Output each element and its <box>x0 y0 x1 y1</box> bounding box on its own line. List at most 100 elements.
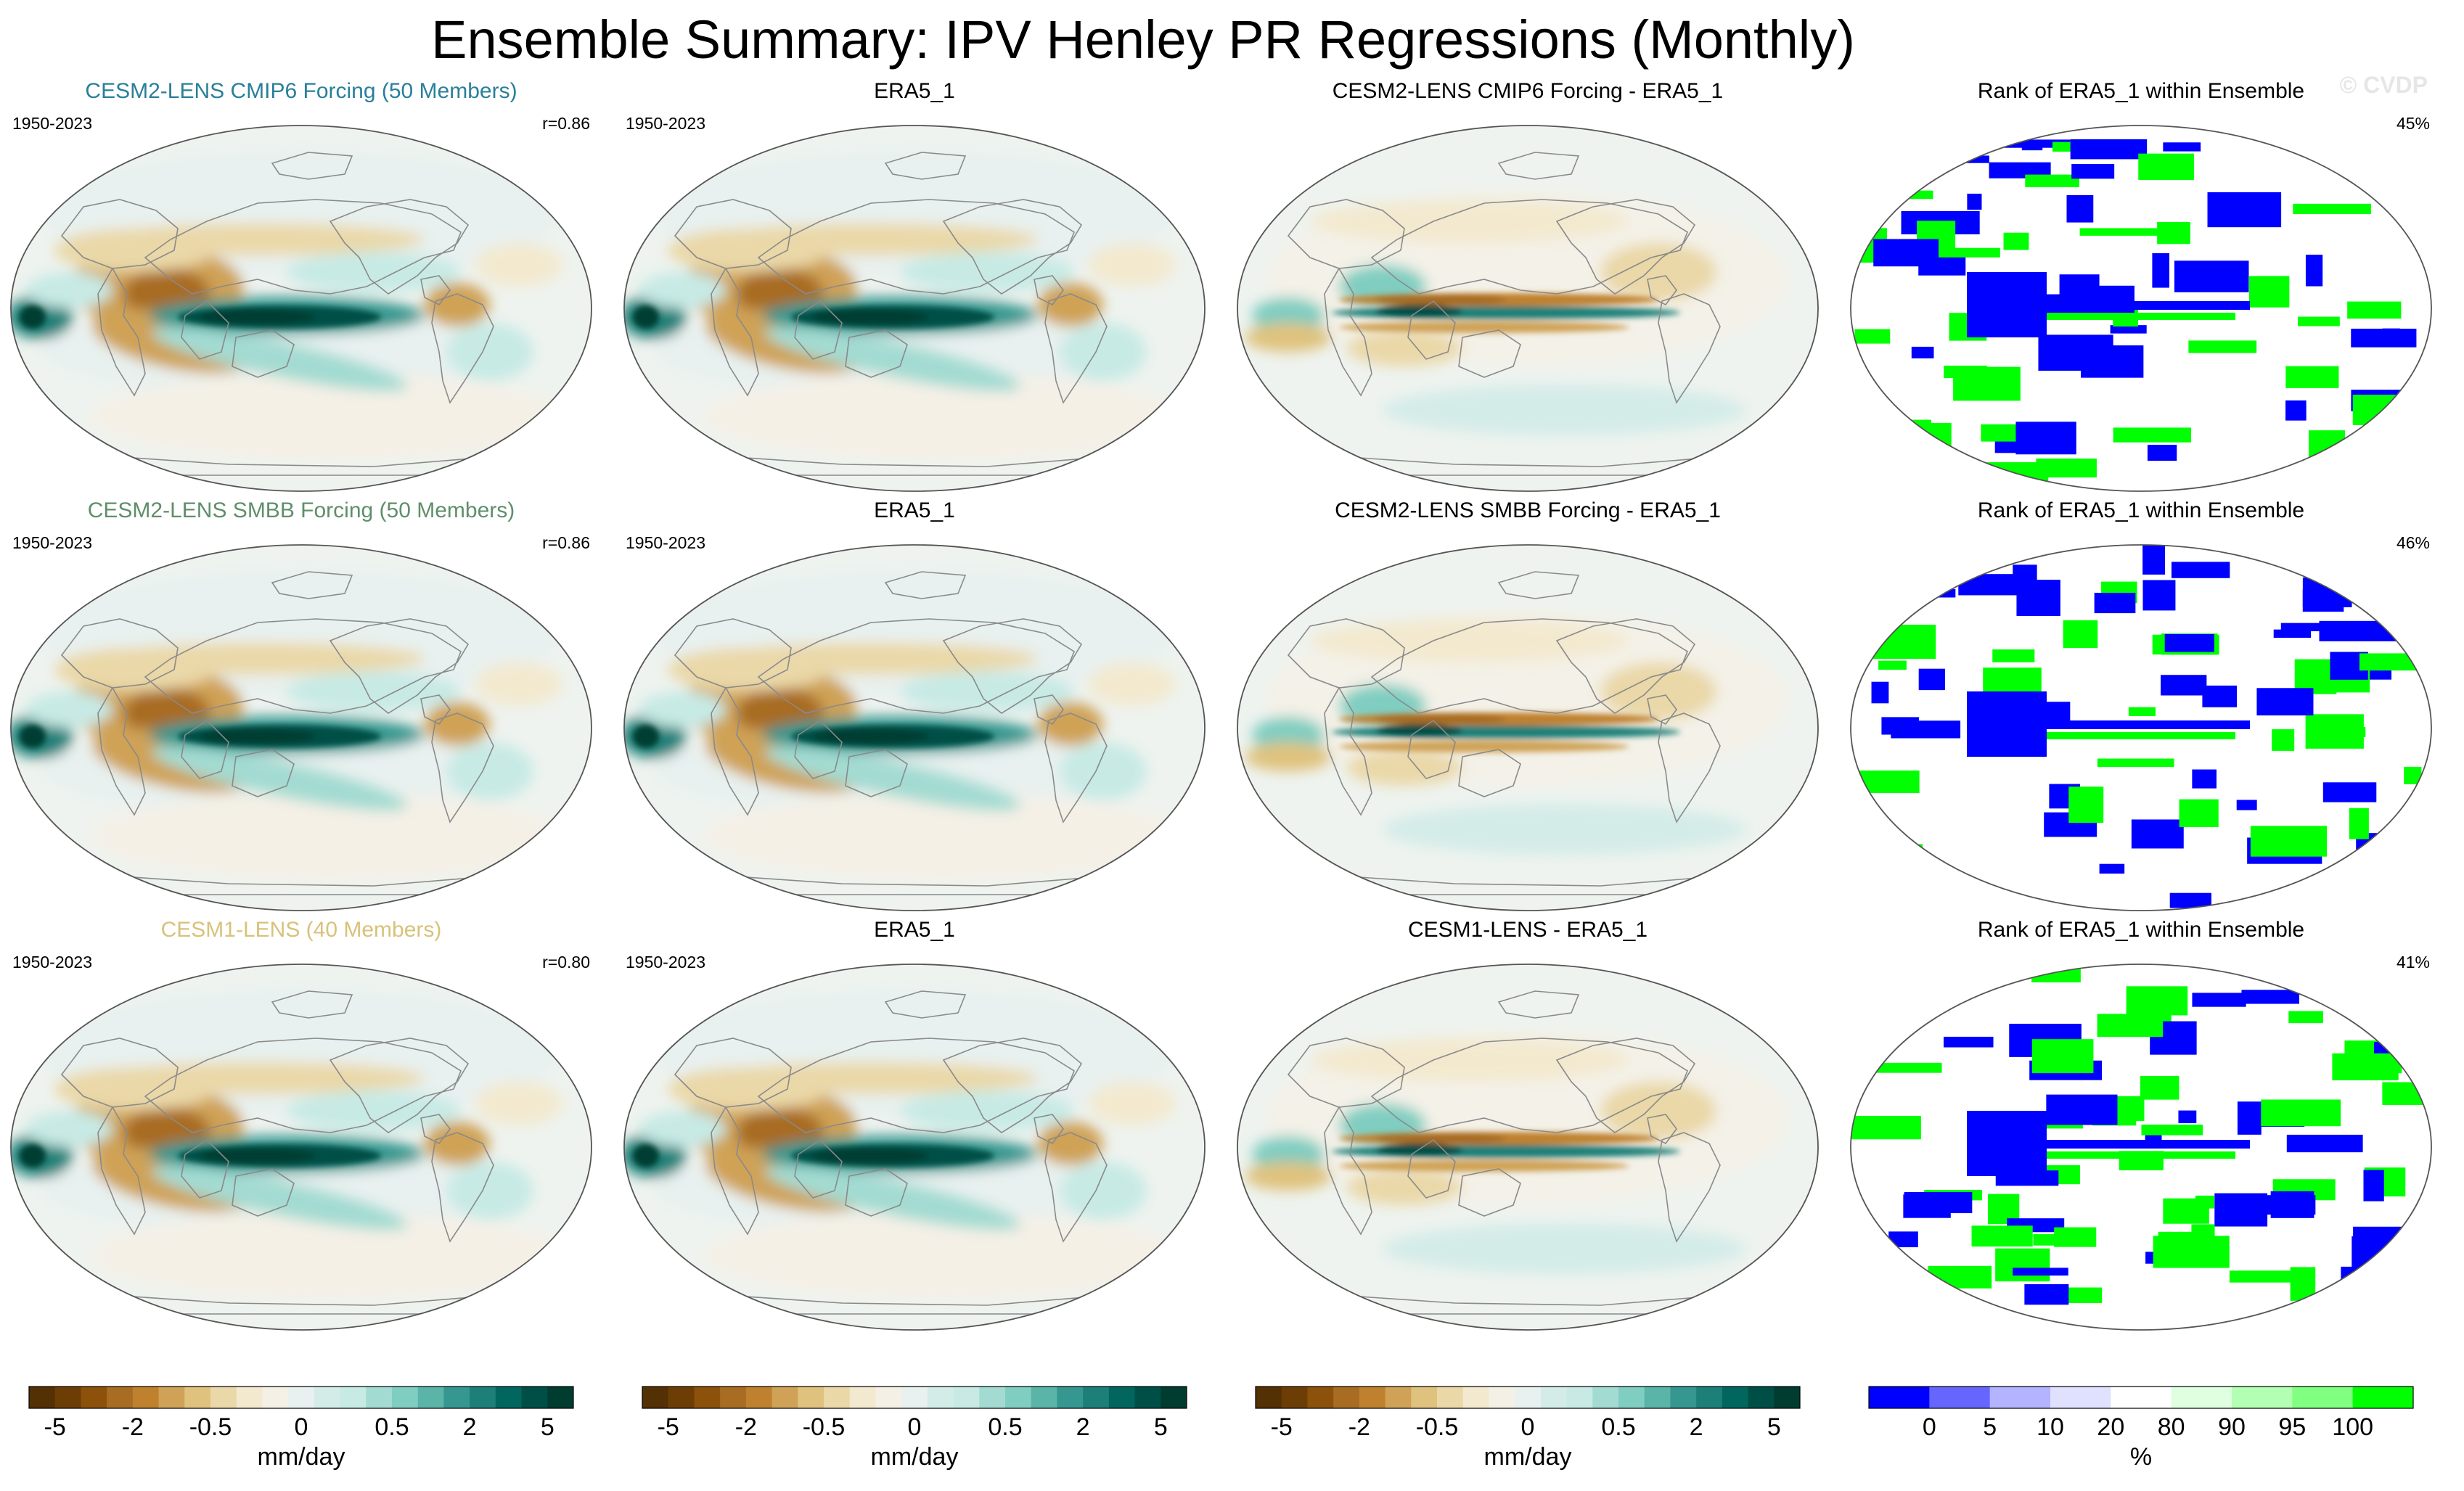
watermark: © CVDP <box>2340 72 2428 98</box>
colorbar-swatch <box>443 1387 470 1408</box>
colorbar-tick-label: 10 <box>2037 1413 2064 1441</box>
map-frame <box>10 964 592 1331</box>
diff-title: CESM2-LENS CMIP6 Forcing - ERA5_1 <box>1333 79 1724 103</box>
map-panel-r3-c4 <box>1850 964 2432 1331</box>
colorbar-row: -5 -2 -0.5 0 0.5 2 5 mm/day -5 -2 -0.5 0 0.5 2 5 mm/day… <box>28 1386 2414 1471</box>
diff-title: CESM2-LENS SMBB Forcing - ERA5_1 <box>1335 498 1721 522</box>
colorbar-swatch <box>2292 1387 2354 1408</box>
colorbar-swatch <box>1774 1387 1801 1408</box>
map-panel-r3-c3 <box>1237 964 1819 1331</box>
colorbar-swatch <box>417 1387 444 1408</box>
colorbar-units: mm/day <box>258 1443 345 1471</box>
rank-title: Rank of ERA5_1 within Ensemble <box>1978 498 2304 522</box>
colorbar-tick-label: 90 <box>2218 1413 2246 1441</box>
ensemble-title: CESM2-LENS SMBB Forcing (50 Members) <box>88 498 515 522</box>
colorbar-swatch <box>798 1387 824 1408</box>
colorbar-tick-label: 0.5 <box>374 1413 409 1441</box>
colorbar-3: -5 -2 -0.5 0 0.5 2 5 mm/day <box>1255 1386 1801 1471</box>
period-label: 1950-2023 <box>12 953 92 972</box>
colorbar-swatch <box>1108 1387 1136 1408</box>
map-frame <box>1850 964 2432 1331</box>
colorbar-swatch <box>340 1387 367 1408</box>
colorbar-swatch <box>1722 1387 1749 1408</box>
colorbar-swatch <box>668 1387 695 1408</box>
colorbar-swatch <box>132 1387 160 1408</box>
rank-percent: 41% <box>2397 953 2430 972</box>
colorbar-swatch <box>81 1387 107 1408</box>
obs-period-label: 1950-2023 <box>626 953 705 972</box>
colorbar-swatch <box>288 1387 315 1408</box>
colorbar-swatch <box>1540 1387 1568 1408</box>
colorbar-swatch <box>2111 1387 2172 1408</box>
map-panel-r1-c3 <box>1237 125 1819 492</box>
map-frame <box>623 544 1206 911</box>
colorbar-swatch <box>54 1387 81 1408</box>
map-frame <box>1237 964 1819 1331</box>
colorbar-tick-label: 80 <box>2158 1413 2185 1441</box>
colorbar-swatch <box>1333 1387 1360 1408</box>
colorbar-swatch <box>694 1387 721 1408</box>
colorbar-swatch <box>901 1387 928 1408</box>
pattern-correlation: r=0.80 <box>542 953 590 972</box>
colorbar-swatch <box>1989 1387 2051 1408</box>
obs-period-label: 1950-2023 <box>626 533 705 552</box>
colorbar-tick-label: 95 <box>2278 1413 2306 1441</box>
obs-title: ERA5_1 <box>874 79 955 103</box>
map-panel-r2-c4 <box>1850 544 2432 911</box>
colorbar-4: 0 5 10 20 80 90 95 100% <box>1868 1386 2414 1471</box>
colorbar-tick-label: 0.5 <box>988 1413 1022 1441</box>
colorbar-swatch <box>1644 1387 1671 1408</box>
map-frame <box>10 544 592 911</box>
colorbar-swatch <box>1281 1387 1308 1408</box>
obs-title: ERA5_1 <box>874 498 955 522</box>
map-panel-r2-c3 <box>1237 544 1819 911</box>
colorbar-tick-label: 0 <box>295 1413 308 1441</box>
rank-title: Rank of ERA5_1 within Ensemble <box>1978 918 2304 942</box>
colorbar-tick-label: -2 <box>122 1413 144 1441</box>
colorbar-tick-label: 0.5 <box>1601 1413 1635 1441</box>
map-panel-r3-c2 <box>623 964 1206 1331</box>
pattern-correlation: r=0.86 <box>542 533 590 552</box>
colorbar-swatch <box>1592 1387 1619 1408</box>
colorbar-swatch <box>1437 1387 1464 1408</box>
colorbar-swatch <box>771 1387 798 1408</box>
colorbar-swatch <box>1057 1387 1084 1408</box>
colorbar-tick-label: 5 <box>541 1413 554 1441</box>
colorbar-tick-label: -5 <box>1271 1413 1293 1441</box>
colorbar-swatch <box>2050 1387 2111 1408</box>
colorbar-swatch <box>849 1387 876 1408</box>
map-frame <box>623 964 1206 1331</box>
colorbar-1: -5 -2 -0.5 0 0.5 2 5 mm/day <box>28 1386 574 1471</box>
map-panel-r2-c2 <box>623 544 1206 911</box>
colorbar-swatch <box>720 1387 747 1408</box>
colorbar-swatch <box>236 1387 263 1408</box>
map-panel-r1-c4 <box>1850 125 2432 492</box>
colorbar-tick-label: -5 <box>658 1413 679 1441</box>
colorbar-swatch <box>392 1387 419 1408</box>
map-frame <box>1850 125 2432 492</box>
colorbar-swatch <box>1929 1387 1991 1408</box>
colorbar-swatch <box>1083 1387 1110 1408</box>
colorbar-swatch <box>1385 1387 1412 1408</box>
colorbar-tick-label: -0.5 <box>803 1413 846 1441</box>
colorbar-swatch <box>2232 1387 2293 1408</box>
colorbar-swatch <box>184 1387 211 1408</box>
colorbar-swatch <box>210 1387 237 1408</box>
colorbar-swatch <box>262 1387 289 1408</box>
map-frame <box>1237 544 1819 911</box>
map-frame <box>1237 125 1819 492</box>
colorbar-swatch <box>1031 1387 1057 1408</box>
colorbar-2: -5 -2 -0.5 0 0.5 2 5 mm/day <box>642 1386 1187 1471</box>
colorbar-swatch <box>2171 1387 2232 1408</box>
pattern-correlation: r=0.86 <box>542 114 590 133</box>
panel-grid: CESM2-LENS CMIP6 Forcing (50 Members) ERA… <box>10 79 2432 1331</box>
colorbar-swatch <box>1696 1387 1723 1408</box>
colorbar-tick-label: 2 <box>1690 1413 1703 1441</box>
colorbar-tick-label: 2 <box>1076 1413 1090 1441</box>
colorbar-swatch <box>1489 1387 1515 1408</box>
colorbar-tick-label: -2 <box>735 1413 757 1441</box>
period-label: 1950-2023 <box>12 533 92 552</box>
colorbar-tick-label: -0.5 <box>1416 1413 1459 1441</box>
colorbar-swatch <box>1256 1387 1282 1408</box>
